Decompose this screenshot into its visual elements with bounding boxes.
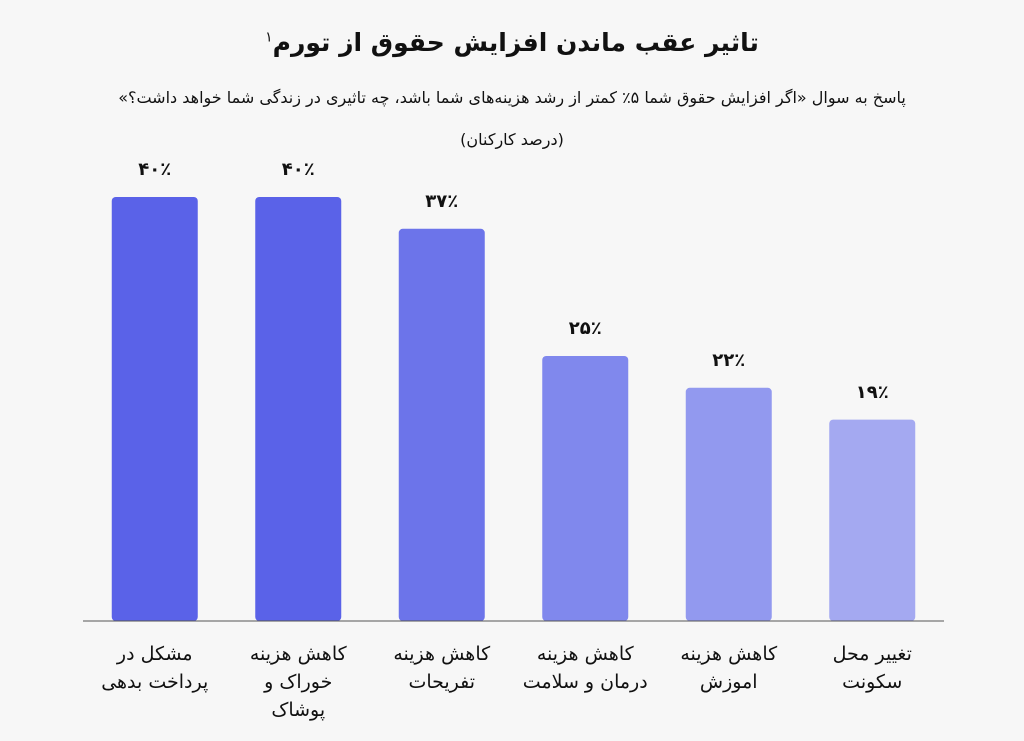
chart-title-block: تاثیر عقب ماندن افزایش حقوق از تورم۱ — [0, 28, 1024, 57]
x-tick-label: کاهش هزینه درمان و سلامت — [522, 643, 648, 693]
x-tick-label: کاهش هزینه خوراک و پوشاک — [249, 643, 347, 721]
value-label: ۱۹٪ — [855, 381, 889, 403]
value-label: ۴۰٪ — [281, 159, 315, 180]
bar — [542, 356, 629, 621]
value-label: ۴۰٪ — [138, 159, 172, 180]
bar — [111, 197, 198, 621]
value-label: ۲۵٪ — [568, 318, 602, 339]
value-label: ۲۲٪ — [712, 349, 746, 371]
value-label: ۳۷٪ — [425, 190, 459, 212]
bar — [685, 387, 772, 621]
bar — [398, 228, 485, 622]
x-tick-label: تغییر محل سکونت — [832, 643, 912, 693]
x-tick-label: کاهش هزینه تفریحات — [393, 643, 491, 693]
bar — [255, 197, 342, 621]
chart-subtitle: پاسخ به سوال «اگر افزایش حقوق شما ۵٪ کمت… — [118, 88, 906, 107]
chart-title: تاثیر عقب ماندن افزایش حقوق از تورم — [272, 28, 759, 57]
bar — [829, 419, 916, 621]
title-footnote: ۱ — [265, 29, 273, 46]
x-tick-label: کاهش هزینه اموزش — [680, 643, 778, 693]
x-tick-label: مشکل در پرداخت بدهی — [101, 643, 209, 693]
unit-note: (درصد کارکنان) — [460, 130, 564, 149]
